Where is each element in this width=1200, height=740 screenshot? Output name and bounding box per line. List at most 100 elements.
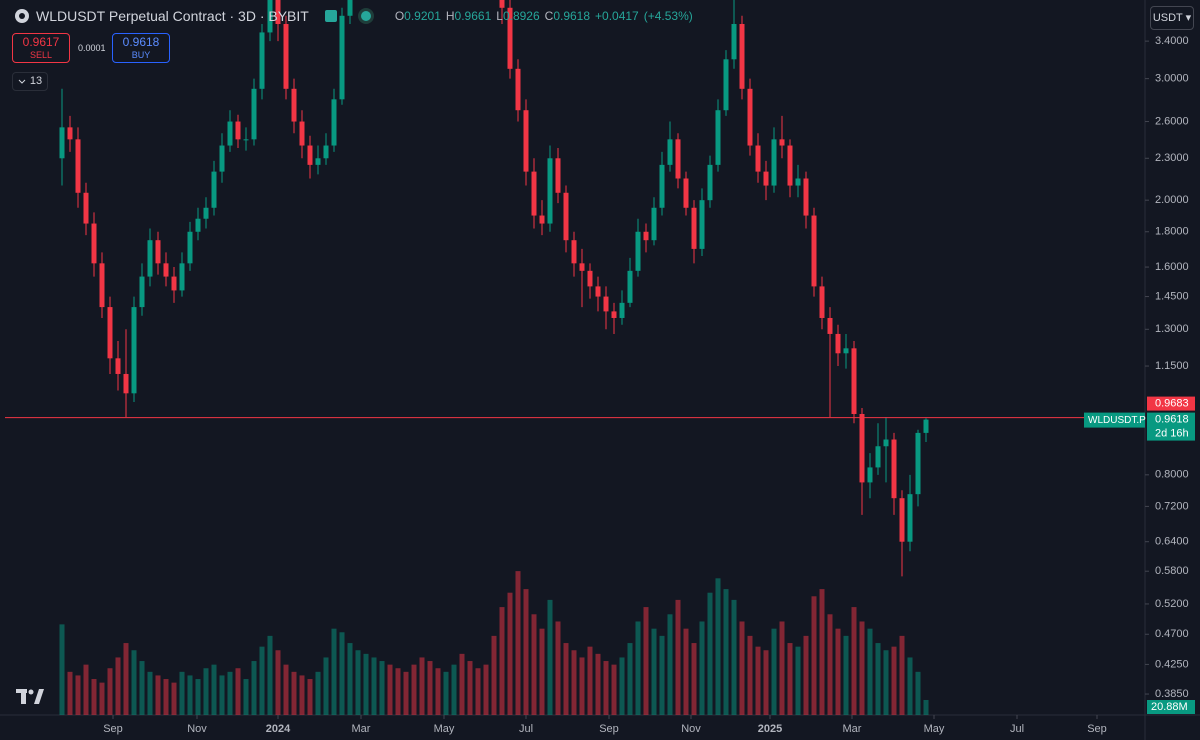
candle-body: [683, 178, 689, 208]
y-tick-label: 2.6000: [1155, 115, 1189, 127]
candle-body: [547, 158, 553, 224]
volume-bar: [747, 635, 753, 715]
candle-body: [595, 286, 601, 297]
sell-label: SELL: [29, 50, 53, 60]
volume-bar: [643, 607, 649, 715]
candle-body: [699, 200, 705, 249]
y-tick-label: 0.5200: [1155, 598, 1189, 610]
y-tick-label: 3.4000: [1155, 35, 1189, 47]
volume-bar: [867, 628, 873, 715]
volume-bar: [539, 628, 545, 715]
status-dot: [360, 11, 371, 21]
volume-bar: [443, 671, 449, 715]
volume-bar: [843, 635, 849, 715]
volume-bar: [851, 607, 857, 715]
buy-price: 0.9618: [122, 35, 160, 49]
currency-button[interactable]: USDT ▾: [1150, 6, 1194, 30]
volume-bar: [75, 675, 81, 715]
volume-bar: [923, 699, 929, 715]
volume-bar: [683, 628, 689, 715]
volume-bar: [891, 646, 897, 715]
x-tick-label: May: [434, 723, 455, 735]
volume-bar: [419, 657, 425, 715]
change-percent: (+4.53%): [643, 9, 693, 23]
last-price-tag: [1147, 412, 1195, 441]
volume-bar: [587, 646, 593, 715]
volume-bar: [363, 653, 369, 715]
candle-body: [659, 164, 665, 208]
volume-bar: [163, 679, 169, 715]
candle-body: [619, 302, 625, 318]
volume-bar: [475, 668, 481, 715]
sell-button[interactable]: 0.9617 SELL: [12, 33, 70, 63]
volume-bar: [83, 664, 89, 715]
volume-bar: [99, 682, 105, 715]
volume-bar: [299, 675, 305, 715]
candle-body: [131, 307, 137, 394]
candle-body: [803, 178, 809, 216]
candle-body: [187, 231, 193, 264]
price-line-tag: [1147, 396, 1195, 411]
volume-bar: [731, 599, 737, 715]
candle-body: [835, 333, 841, 354]
volume-bar: [411, 664, 417, 715]
volume-bar: [571, 650, 577, 715]
volume-bar: [659, 635, 665, 715]
volume-bar: [915, 671, 921, 715]
volume-bar: [251, 661, 257, 715]
volume-bar: [515, 571, 521, 715]
x-tick-label: Sep: [103, 723, 123, 735]
volume-bar: [787, 643, 793, 715]
volume-pane: [59, 571, 929, 715]
volume-bar: [91, 679, 97, 715]
volume-bar: [907, 657, 913, 715]
ohlc-value: 0.9201: [404, 9, 441, 23]
candle-body: [91, 223, 97, 264]
ohlc-letter: L: [496, 9, 503, 23]
candle-body: [763, 171, 769, 186]
candle-body: [691, 207, 697, 249]
volume-bar: [739, 621, 745, 715]
volume-bar: [107, 668, 113, 715]
y-tick-label: 1.6000: [1155, 261, 1189, 273]
candle-body: [163, 263, 169, 277]
candle-body: [139, 276, 145, 308]
volume-bar: [203, 668, 209, 715]
candle-body: [291, 88, 297, 122]
volume-bar: [691, 643, 697, 715]
volume-bar: [435, 668, 441, 715]
y-tick-label: 2.3000: [1155, 152, 1189, 164]
ohlc-letter: H: [445, 9, 455, 23]
volume-bar: [291, 671, 297, 715]
volume-bar: [115, 657, 121, 715]
ohlc-letter: O: [394, 9, 405, 23]
buy-button[interactable]: 0.9618 BUY: [112, 33, 170, 63]
volume-bar: [667, 614, 673, 715]
volume-bar: [763, 650, 769, 715]
flag[interactable]: [324, 10, 337, 22]
volume-bar: [307, 679, 313, 715]
candle-body: [819, 286, 825, 318]
symbol-title: WLDUSDT Perpetual Contract · 3D · BYBIT: [36, 8, 309, 24]
volume-bar: [179, 671, 185, 715]
candle-body: [523, 110, 529, 172]
volume-bar: [499, 607, 505, 715]
volume-bar: [883, 650, 889, 715]
volume-bar: [187, 675, 193, 715]
candle-body: [339, 15, 345, 100]
volume-bar: [715, 578, 721, 715]
candle-body: [195, 218, 201, 232]
indicators-toggle[interactable]: 13: [12, 72, 48, 91]
candle-body: [635, 231, 641, 271]
volume-bar: [323, 657, 329, 715]
volume-bar: [611, 664, 617, 715]
candle-body: [907, 494, 913, 542]
x-tick-label: Sep: [599, 723, 619, 735]
candle-body: [211, 171, 217, 208]
indicator-count: 13: [29, 75, 43, 87]
volume-tag: [1147, 700, 1195, 714]
x-tick-label: Nov: [187, 723, 207, 735]
volume-bar: [379, 661, 385, 715]
